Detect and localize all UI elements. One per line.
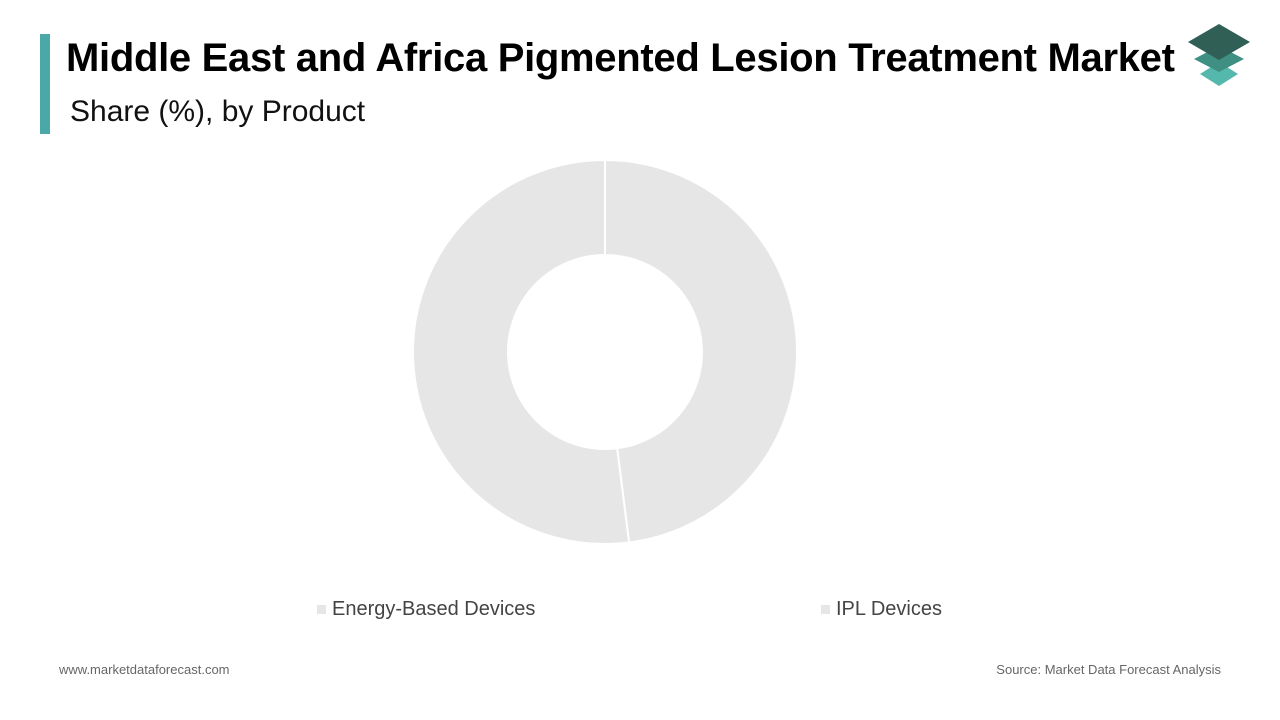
legend-label: Energy-Based Devices [332, 598, 536, 620]
legend-swatch [317, 605, 326, 614]
donut-slice-ipl-devices [412, 158, 631, 545]
company-logo-icon [1188, 24, 1250, 86]
donut-chart [412, 158, 798, 545]
chart-title: Middle East and Africa Pigmented Lesion … [66, 36, 1175, 80]
legend-item-energy-based-devices: Energy-Based Devices [317, 598, 535, 621]
legend-item-ipl-devices: IPL Devices [821, 598, 942, 621]
legend-swatch [821, 605, 830, 614]
chart-subtitle: Share (%), by Product [70, 95, 366, 128]
legend-label: IPL Devices [836, 598, 942, 620]
donut-slice-energy-based-devices [604, 158, 798, 544]
title-accent-bar [40, 34, 50, 134]
website-footer: www.marketdataforecast.com [59, 662, 230, 677]
source-footer: Source: Market Data Forecast Analysis [996, 662, 1221, 677]
